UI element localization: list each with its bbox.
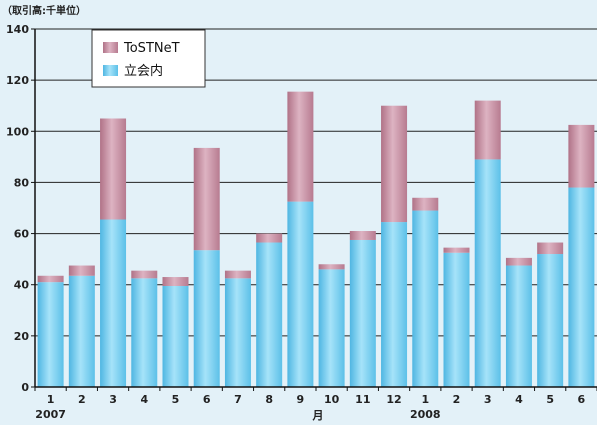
y-tick-label-80: 80 [14,176,30,189]
bar-tostnet-12 [412,197,439,211]
y-tick-label-140: 140 [6,23,29,36]
bar-tostnet-2 [100,118,127,220]
x-tick-label-11: 12 [386,393,401,406]
x-tick-label-10: 11 [355,393,370,406]
y-tick-label-60: 60 [14,228,30,241]
bar-tostnet-9 [318,264,345,270]
y-tick-labels: 0 20 40 60 80 100 120 140 [6,23,29,394]
x-tick-label-0: 1 [47,393,55,406]
legend-label-tostnet: ToSTNeT [123,41,180,56]
bar-tostnet-16 [537,242,564,255]
bar-tostnet-5 [193,147,220,251]
bar-tachiainai-13 [443,252,470,387]
year-label-2007: 2007 [35,408,66,421]
bar-tachiainai-6 [224,278,251,387]
year-label-2008: 2008 [410,408,441,421]
legend-box [91,29,206,88]
x-tick-label-13: 2 [453,393,461,406]
bar-tachiainai-12 [412,210,439,387]
bars [37,91,595,387]
bar-tostnet-8 [287,91,314,202]
bar-tachiainai-8 [287,201,314,387]
x-tick-label-7: 8 [265,393,273,406]
bar-tachiainai-17 [568,187,595,387]
bar-tachiainai-16 [537,254,564,387]
y-tick-label-20: 20 [14,330,30,343]
bar-tachiainai-15 [505,265,532,387]
y-tick-label-100: 100 [6,125,29,138]
x-tick-label-12: 1 [421,393,429,406]
bar-tachiainai-7 [256,242,283,387]
bar-tostnet-0 [37,275,64,283]
bar-tostnet-1 [68,265,95,276]
bar-tostnet-3 [131,270,158,279]
legend-label-tachiainai: 立会内 [124,63,163,79]
x-tick-labels: 1 2 3 4 5 6 7 8 9 10 11 12 1 2 3 4 5 6 [47,393,586,406]
x-tick-label-14: 3 [484,393,492,406]
x-axis-label: 月 [312,409,324,422]
x-tick-label-2: 3 [109,393,117,406]
axes [31,28,597,391]
x-tick-label-8: 9 [297,393,305,406]
bar-tachiainai-4 [162,285,189,387]
x-tick-label-9: 10 [324,393,340,406]
bar-tostnet-4 [162,277,189,286]
y-tick-label-40: 40 [14,279,30,292]
x-tick-label-5: 6 [203,393,211,406]
bar-tachiainai-0 [37,282,64,387]
y-tick-label-120: 120 [6,74,29,87]
x-tick-label-15: 4 [515,393,523,406]
x-tick-label-4: 5 [172,393,180,406]
x-tick-label-3: 4 [140,393,148,406]
bar-tostnet-11 [381,105,408,223]
legend-swatch-tostnet [103,42,118,53]
x-tick-label-16: 5 [546,393,554,406]
bar-tachiainai-2 [100,219,127,387]
bar-tostnet-13 [443,247,470,253]
x-tick-label-17: 6 [578,393,586,406]
bar-tachiainai-14 [474,159,501,387]
x-tick-label-6: 7 [234,393,242,406]
bar-tostnet-15 [505,257,532,266]
y-tick-label-0: 0 [21,381,29,394]
bar-tachiainai-10 [349,239,376,387]
bar-tachiainai-1 [68,275,95,387]
year-labels: 2007 2008 [35,408,440,421]
bar-tachiainai-3 [131,278,158,387]
bar-tostnet-14 [474,100,501,160]
unit-label: （取引高:千単位） [2,4,86,17]
x-tick-label-1: 2 [78,393,86,406]
legend: ToSTNeT 立会内 [91,29,206,88]
bar-tachiainai-5 [193,250,220,387]
bar-tostnet-7 [256,233,283,243]
bar-tachiainai-11 [381,222,408,387]
legend-swatch-tachiainai [103,65,118,76]
bar-tostnet-10 [349,231,376,240]
bar-tostnet-6 [224,270,251,279]
bar-tostnet-17 [568,124,595,188]
bar-tachiainai-9 [318,269,345,387]
